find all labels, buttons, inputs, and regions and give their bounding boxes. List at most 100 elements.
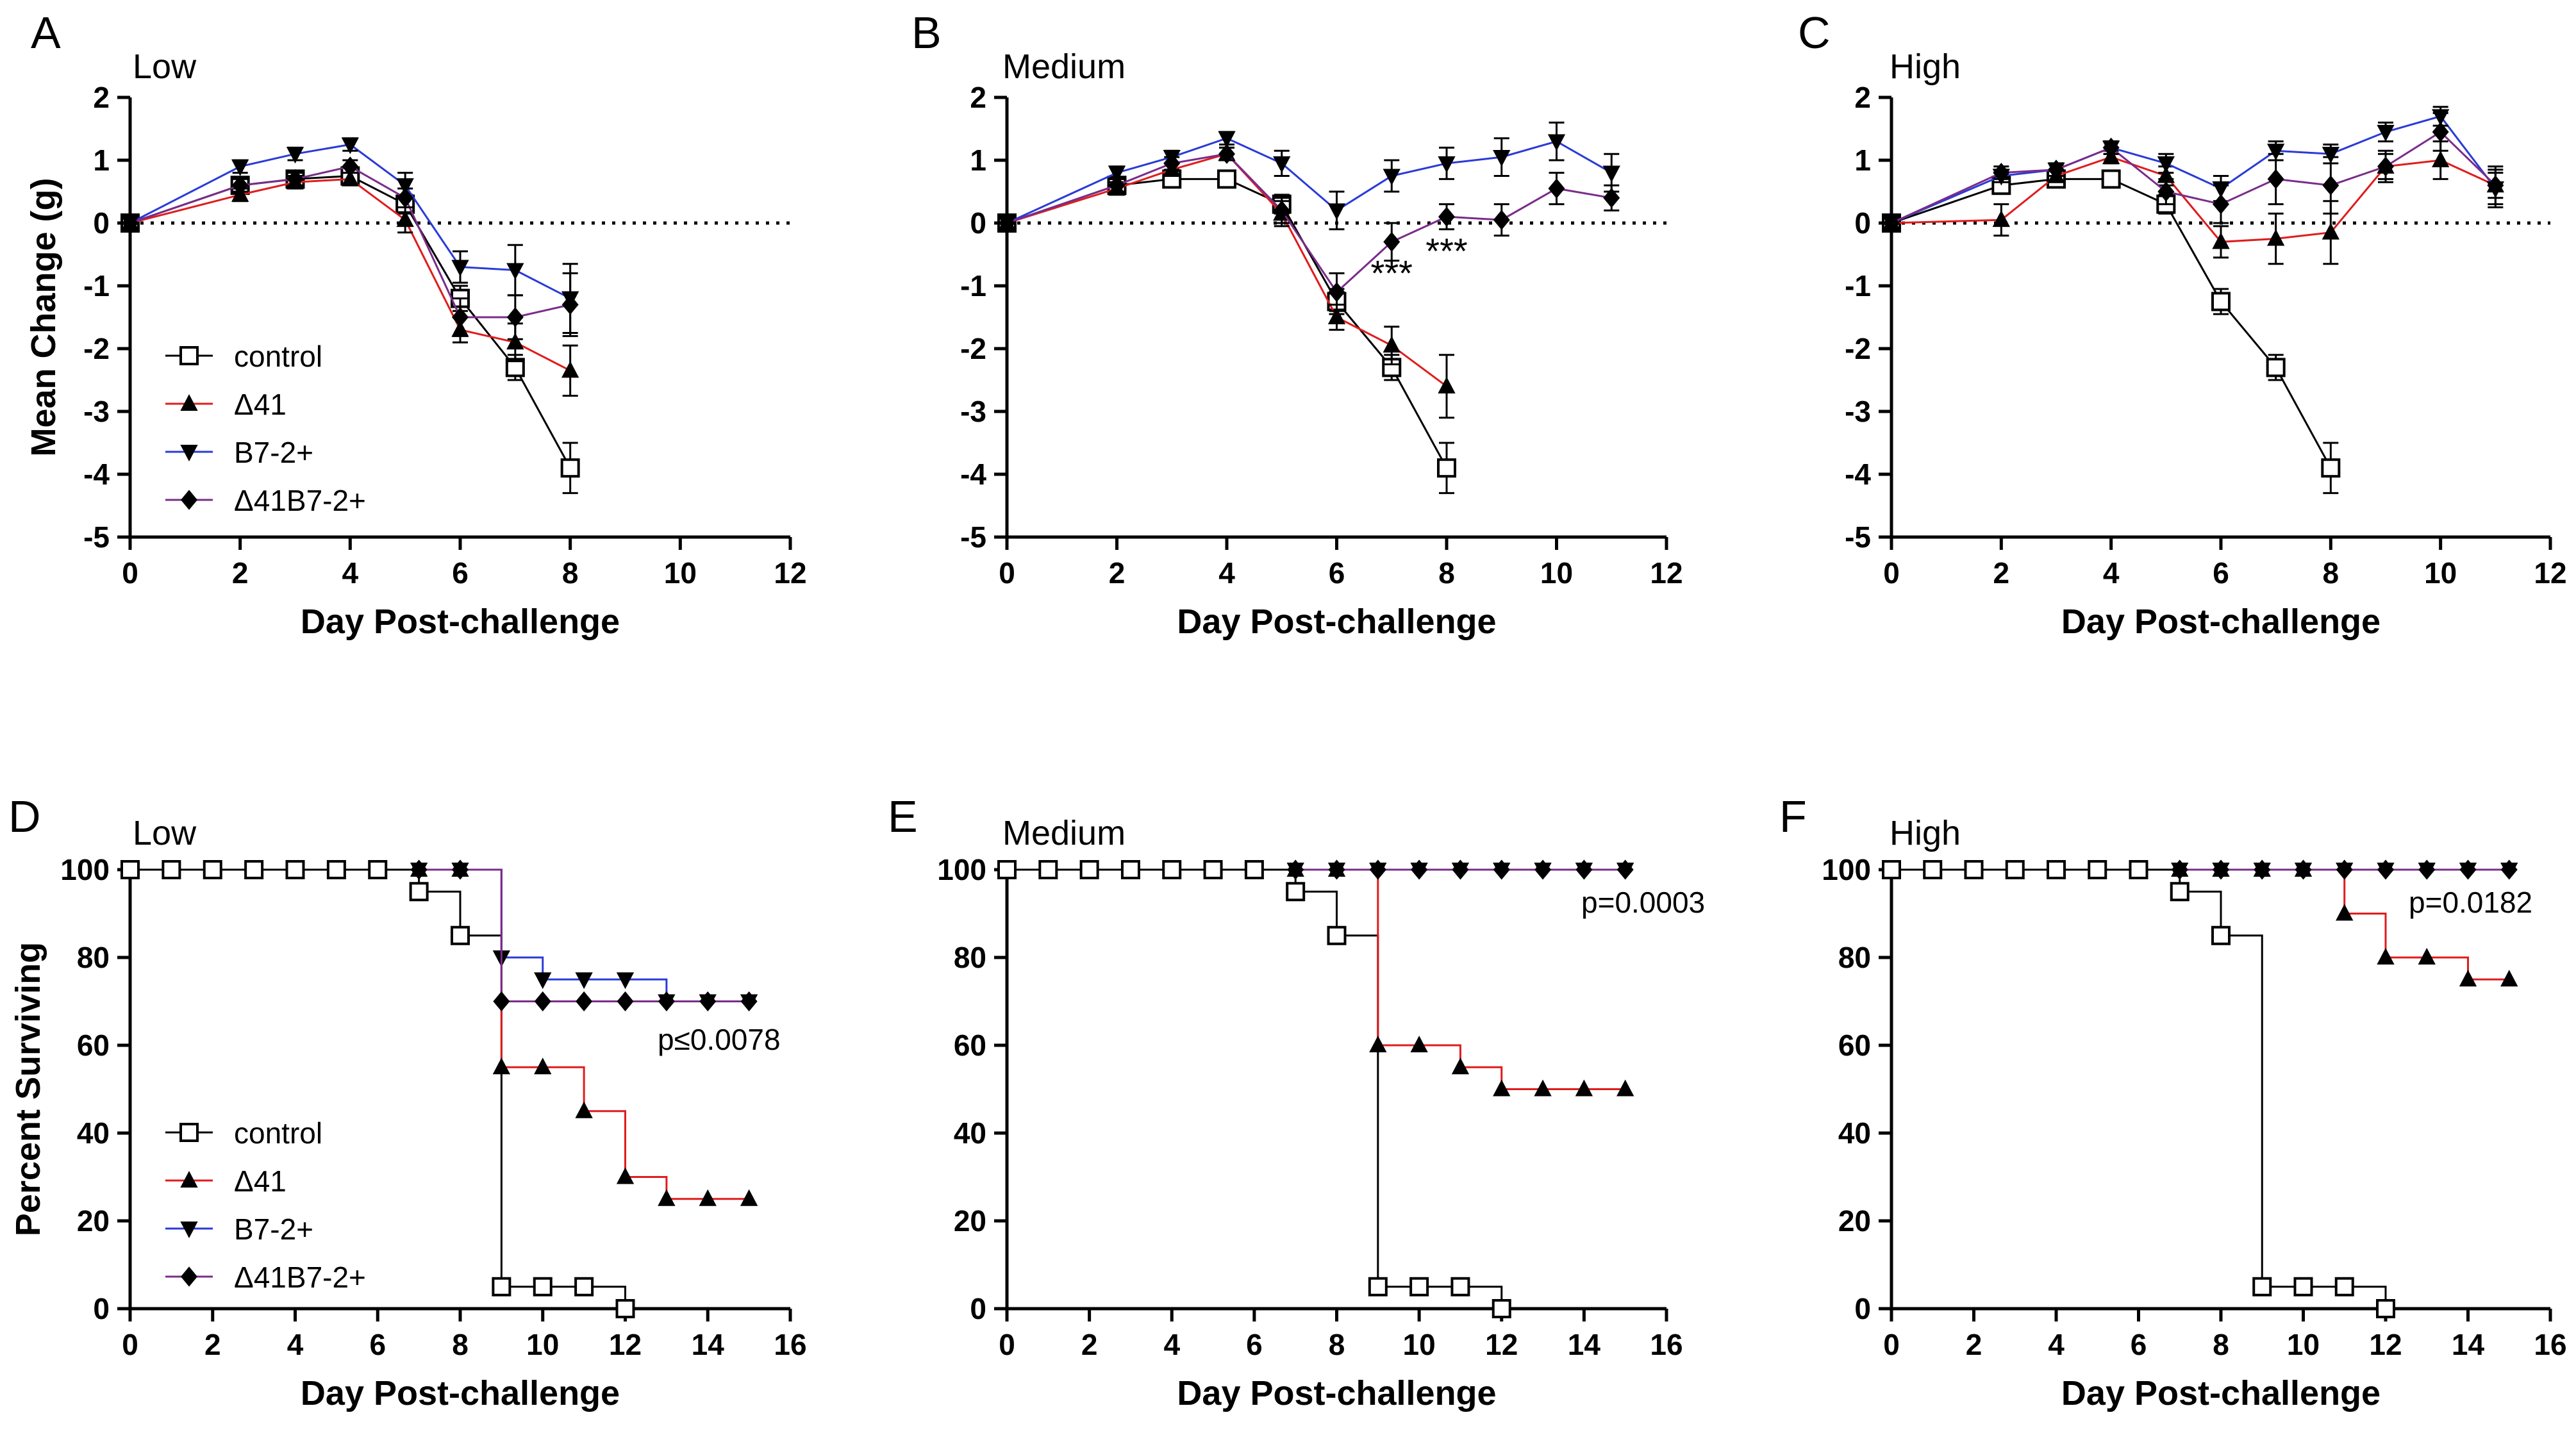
x-tick-label: 14 bbox=[692, 1328, 725, 1361]
x-tick-label: 0 bbox=[1883, 1328, 1900, 1361]
x-axis-label: Day Post-challenge bbox=[1177, 1374, 1496, 1412]
x-tick-label: 4 bbox=[2103, 556, 2120, 590]
data-point bbox=[1493, 210, 1510, 230]
series-control bbox=[1882, 860, 2395, 1318]
data-point bbox=[1438, 206, 1455, 227]
y-tick-label: -5 bbox=[960, 520, 986, 554]
y-tick-label: 100 bbox=[60, 853, 110, 886]
y-tick-label: 60 bbox=[1838, 1029, 1871, 1062]
legend-marker bbox=[181, 490, 197, 510]
data-point bbox=[1286, 882, 1306, 902]
x-tick-label: 6 bbox=[2131, 1328, 2147, 1361]
y-tick-label: 1 bbox=[1854, 144, 1871, 177]
x-tick-label: 2 bbox=[1081, 1328, 1098, 1361]
data-point bbox=[1218, 131, 1236, 148]
data-point bbox=[286, 147, 304, 164]
data-point bbox=[1203, 860, 1223, 879]
data-point bbox=[2170, 882, 2190, 902]
y-tick-label: 2 bbox=[1854, 81, 1871, 114]
x-tick-label: 0 bbox=[999, 556, 1015, 590]
data-point bbox=[2171, 859, 2188, 880]
series-line bbox=[129, 174, 571, 468]
survival-curve bbox=[419, 868, 749, 1002]
data-point bbox=[2322, 147, 2339, 164]
panel-letter: E bbox=[888, 791, 918, 841]
data-point bbox=[1438, 376, 1456, 393]
legend-marker bbox=[180, 1171, 198, 1188]
x-tick-label: 8 bbox=[562, 556, 579, 590]
data-point bbox=[2267, 169, 2284, 189]
y-tick-label: 20 bbox=[954, 1204, 986, 1238]
y-tick-label: -2 bbox=[83, 332, 110, 365]
x-tick-label: 2 bbox=[204, 1328, 221, 1361]
panel-d: D Low 0 2 4 6 8 10 12 14 16 0 20 40 60 80 100 Day Post-ch… bbox=[8, 791, 807, 1412]
data-point bbox=[2213, 859, 2229, 880]
y-tick-label: 40 bbox=[77, 1116, 110, 1150]
data-point bbox=[617, 991, 634, 1012]
data-point bbox=[1162, 860, 1182, 879]
data-point bbox=[2459, 859, 2477, 880]
data-point bbox=[699, 1189, 717, 1206]
data-point bbox=[341, 137, 359, 154]
y-axis-label: Mean Change (g) bbox=[24, 178, 63, 456]
data-point bbox=[368, 860, 388, 879]
y-tick-label: -2 bbox=[1845, 332, 1871, 365]
y-tick-label: -5 bbox=[1845, 520, 1871, 554]
x-tick-label: 12 bbox=[2369, 1328, 2402, 1361]
data-point bbox=[2048, 160, 2065, 180]
data-point bbox=[1547, 134, 1566, 151]
y-tick-label: 0 bbox=[93, 1292, 110, 1325]
y-tick-label: 20 bbox=[1838, 1204, 1871, 1238]
legend-marker bbox=[181, 1266, 197, 1287]
panel-letter: C bbox=[1798, 8, 1831, 58]
data-point bbox=[2500, 970, 2518, 987]
data-point bbox=[1287, 859, 1304, 880]
x-tick-label: 4 bbox=[1218, 556, 1235, 590]
data-point bbox=[1964, 860, 1984, 879]
series-d41b72 bbox=[1287, 859, 1634, 880]
data-point bbox=[1437, 458, 1456, 478]
data-point bbox=[409, 882, 429, 902]
x-tick-label: 0 bbox=[122, 556, 138, 590]
y-tick-label: 1 bbox=[970, 144, 986, 177]
y-tick-label: 80 bbox=[1838, 941, 1871, 974]
data-point bbox=[2321, 458, 2341, 478]
series-line bbox=[1891, 115, 2497, 224]
x-tick-label: 4 bbox=[1163, 1328, 1180, 1361]
data-point bbox=[1218, 144, 1235, 164]
x-tick-label: 0 bbox=[1883, 556, 1900, 590]
data-point bbox=[451, 260, 469, 277]
data-point bbox=[2336, 904, 2354, 921]
x-tick-label: 12 bbox=[2534, 556, 2566, 590]
series-control bbox=[997, 860, 1511, 1318]
x-tick-label: 8 bbox=[452, 1328, 469, 1361]
data-point bbox=[120, 860, 140, 879]
x-axis-label: Day Post-challenge bbox=[1177, 602, 1496, 641]
data-point bbox=[576, 991, 593, 1012]
data-point bbox=[1383, 336, 1400, 353]
x-tick-label: 0 bbox=[122, 1328, 138, 1361]
survival-curve bbox=[1007, 868, 1503, 1309]
panel-title: Medium bbox=[1002, 814, 1126, 852]
series-line bbox=[129, 165, 571, 319]
series-line bbox=[1891, 178, 2332, 468]
x-tick-label: 4 bbox=[342, 556, 359, 590]
y-tick-label: 40 bbox=[1838, 1116, 1871, 1150]
y-tick-label: -4 bbox=[1845, 458, 1871, 491]
x-tick-label: 10 bbox=[2424, 556, 2457, 590]
x-tick-label: 12 bbox=[1485, 1328, 1518, 1361]
survival-curve bbox=[1295, 868, 1625, 1090]
data-point bbox=[2102, 137, 2120, 158]
data-point bbox=[2101, 169, 2121, 189]
data-point bbox=[2212, 232, 2230, 249]
data-point bbox=[492, 1057, 511, 1075]
data-point bbox=[326, 860, 346, 879]
y-tick-label: 80 bbox=[77, 941, 110, 974]
data-point bbox=[122, 213, 138, 233]
data-point bbox=[999, 213, 1015, 233]
x-tick-label: 2 bbox=[1966, 1328, 1982, 1361]
legend-marker bbox=[180, 444, 198, 461]
series-b72 bbox=[998, 121, 1620, 233]
